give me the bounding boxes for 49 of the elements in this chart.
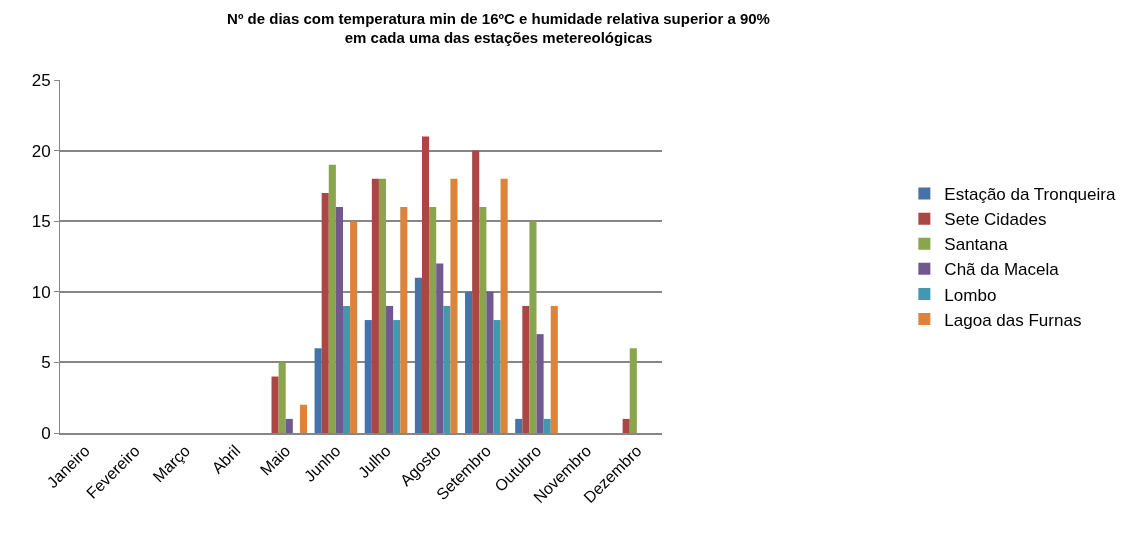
legend-label: Santana [944, 235, 1009, 255]
bar [529, 221, 537, 433]
y-tick-label: 5 [41, 353, 51, 373]
bar [443, 305, 451, 433]
legend-label: Lagoa das Furnas [944, 310, 1082, 330]
chart-title: Nº de dias com temperatura min de 16ºC e humidade relativa superior a 90% em cada uma das estações metereológicas [227, 9, 770, 47]
bar [522, 305, 530, 433]
bar [465, 291, 473, 433]
legend-label: Chã da Macela [944, 260, 1060, 280]
legend-label: Sete Cidades [944, 210, 1047, 230]
bar [400, 207, 408, 433]
bar [371, 178, 379, 433]
bar [479, 207, 487, 433]
bar [550, 305, 558, 433]
bar [271, 376, 279, 433]
bar [321, 192, 329, 433]
bar [299, 404, 308, 433]
legend-label: Estação da Tronqueira [944, 185, 1116, 205]
bar [629, 348, 637, 433]
bar [500, 178, 508, 433]
bar [386, 305, 394, 433]
bar [335, 207, 343, 433]
bar [486, 291, 494, 433]
y-tick-label: 10 [31, 282, 51, 302]
bar [450, 178, 458, 433]
bar [285, 418, 293, 433]
bar [414, 277, 422, 433]
bar [515, 418, 523, 433]
bar [429, 207, 437, 433]
y-tick-label: 25 [31, 70, 51, 90]
bar [536, 334, 544, 433]
bar [543, 418, 551, 433]
bar [328, 164, 336, 433]
bar [472, 150, 480, 433]
bar [421, 136, 430, 433]
bar [622, 418, 630, 433]
bar [342, 305, 351, 433]
bar [278, 362, 286, 433]
bar [493, 320, 501, 433]
y-tick-label: 20 [31, 141, 51, 161]
bar [393, 320, 401, 433]
bar [350, 221, 358, 433]
legend-label: Lombo [944, 285, 997, 305]
bar [378, 178, 387, 433]
y-tick-label: 15 [31, 212, 51, 232]
bar [314, 348, 322, 433]
bar [436, 263, 444, 433]
bar [364, 320, 372, 433]
y-tick-label: 0 [41, 423, 51, 443]
